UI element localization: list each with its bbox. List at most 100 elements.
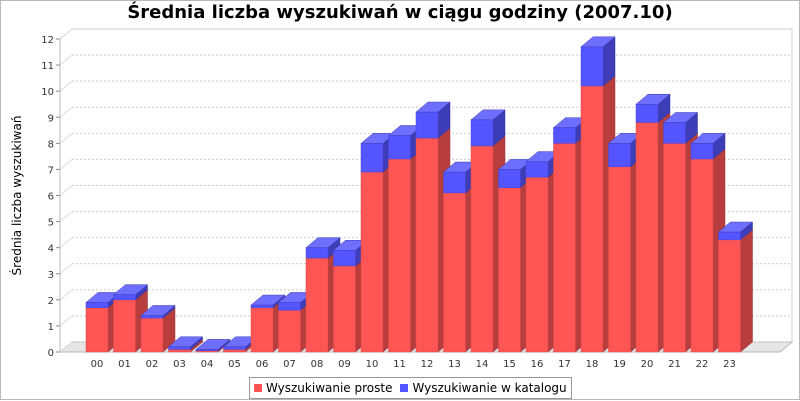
bar-11-series-2 xyxy=(388,135,411,160)
x-tick-label: 04 xyxy=(201,359,214,370)
bar-02-series-2 xyxy=(140,315,164,319)
bar-top-02 xyxy=(140,305,176,316)
x-tick-label: 10 xyxy=(366,359,379,370)
x-tick-label: 21 xyxy=(668,359,681,370)
bar-09-series-2 xyxy=(333,250,356,267)
legend-label-series-2: Wyszukiwanie w katalogu xyxy=(412,381,567,395)
bar-top-01 xyxy=(112,284,149,295)
gridline-diagonal xyxy=(59,237,73,249)
x-tick-label: 17 xyxy=(558,359,571,370)
gridline-diagonal xyxy=(59,159,73,170)
gridline-diagonal xyxy=(59,54,73,66)
legend-swatch-series-2 xyxy=(400,384,409,392)
bar-21-series-1 xyxy=(663,143,686,353)
bar-22-series-2 xyxy=(690,143,714,160)
y-tick-label: 4 xyxy=(48,244,54,255)
gridline-diagonal xyxy=(59,106,73,118)
bar-05-series-2 xyxy=(223,346,246,350)
bar-19-series-1 xyxy=(608,166,631,353)
gridline-diagonal xyxy=(59,263,73,275)
bar-22-series-1 xyxy=(690,158,714,353)
x-tick-label: 14 xyxy=(476,359,489,370)
bar-05-series-1 xyxy=(223,349,246,353)
y-tick-label: 12 xyxy=(41,35,54,46)
bar-08-series-1 xyxy=(305,257,329,353)
legend-label-series-1: Wyszukiwanie proste xyxy=(266,381,393,395)
bar-15-series-2 xyxy=(498,169,521,188)
bar-15-series-1 xyxy=(498,187,521,353)
x-tick-label: 07 xyxy=(283,359,296,370)
bar-top-08 xyxy=(305,237,341,248)
bar-01-series-2 xyxy=(113,294,136,301)
y-tick-label: 9 xyxy=(48,113,54,124)
x-tick-label: 16 xyxy=(531,359,544,370)
x-tick-label: 11 xyxy=(393,359,406,370)
gridline-diagonal xyxy=(59,80,73,92)
x-tick-label: 15 xyxy=(503,359,516,370)
x-tick-label: 20 xyxy=(641,359,654,370)
y-tick-label: 3 xyxy=(48,270,54,281)
bar-12-series-2 xyxy=(415,111,439,139)
x-tick-label: 00 xyxy=(91,359,104,370)
x-tick-label: 01 xyxy=(118,359,131,370)
bar-17-series-1 xyxy=(553,143,576,353)
bar-top-03 xyxy=(167,336,204,348)
bar-14-series-2 xyxy=(470,119,494,147)
gridline-diagonal xyxy=(59,211,73,222)
gridline-diagonal xyxy=(59,315,73,327)
x-tick-label: 06 xyxy=(256,359,269,370)
x-tick-label: 08 xyxy=(311,359,324,370)
bar-02-series-1 xyxy=(140,317,164,353)
bar-08-series-2 xyxy=(305,247,329,259)
x-tick-label: 09 xyxy=(338,359,351,370)
bar-13-series-1 xyxy=(443,192,466,353)
y-tick-label: 10 xyxy=(41,87,54,98)
x-tick-label: 12 xyxy=(421,359,434,370)
y-tick-label: 8 xyxy=(48,139,54,150)
bar-11-series-1 xyxy=(388,158,411,353)
x-tick-label: 23 xyxy=(723,359,736,370)
bar-20-series-1 xyxy=(635,122,659,353)
bar-18-series-2 xyxy=(580,46,604,87)
gridline-diagonal xyxy=(59,185,73,196)
bar-top-14 xyxy=(470,109,506,121)
bar-21-series-2 xyxy=(663,122,686,144)
bar-top-06 xyxy=(250,294,286,306)
bar-00-series-2 xyxy=(85,302,109,308)
bar-top-20 xyxy=(635,93,671,105)
x-tick-label: 22 xyxy=(696,359,709,370)
y-tick-label: 0 xyxy=(48,348,54,359)
chart-title: Średnia liczba wyszukiwań w ciągu godzin… xyxy=(127,2,673,23)
bar-03-series-1 xyxy=(168,349,191,353)
bar-top-21 xyxy=(662,112,699,123)
y-axis-title: Średnia liczba wyszukiwań xyxy=(9,116,24,276)
bar-10-series-2 xyxy=(360,143,384,173)
bar-23-series-1 xyxy=(718,239,741,353)
bar-01-series-1 xyxy=(113,299,136,353)
bar-00-series-1 xyxy=(85,307,109,353)
y-tick-label: 11 xyxy=(41,61,54,72)
bar-09-series-1 xyxy=(333,265,356,353)
y-tick-label: 2 xyxy=(48,296,54,307)
bar-top-23 xyxy=(717,221,754,233)
y-tick-label: 7 xyxy=(48,165,54,176)
bar-13-series-2 xyxy=(443,171,466,194)
bar-12-series-1 xyxy=(415,137,439,353)
bar-20-series-2 xyxy=(635,103,659,123)
bar-top-12 xyxy=(415,101,451,113)
legend-item-series-1: Wyszukiwanie proste xyxy=(254,381,392,395)
x-tick-label: 19 xyxy=(613,359,626,370)
gridline-diagonal xyxy=(59,289,73,301)
bar-17-series-2 xyxy=(553,127,576,144)
bar-07-series-2 xyxy=(278,302,301,311)
x-tick-label: 05 xyxy=(228,359,241,370)
bar-18-series-1 xyxy=(580,85,604,353)
y-tick-label: 5 xyxy=(48,218,54,229)
bar-16-series-2 xyxy=(525,161,549,178)
bar-side-23-series-1 xyxy=(740,229,753,353)
bar-16-series-1 xyxy=(525,176,549,353)
bar-top-18 xyxy=(580,36,616,48)
bar-03-series-2 xyxy=(168,346,191,350)
